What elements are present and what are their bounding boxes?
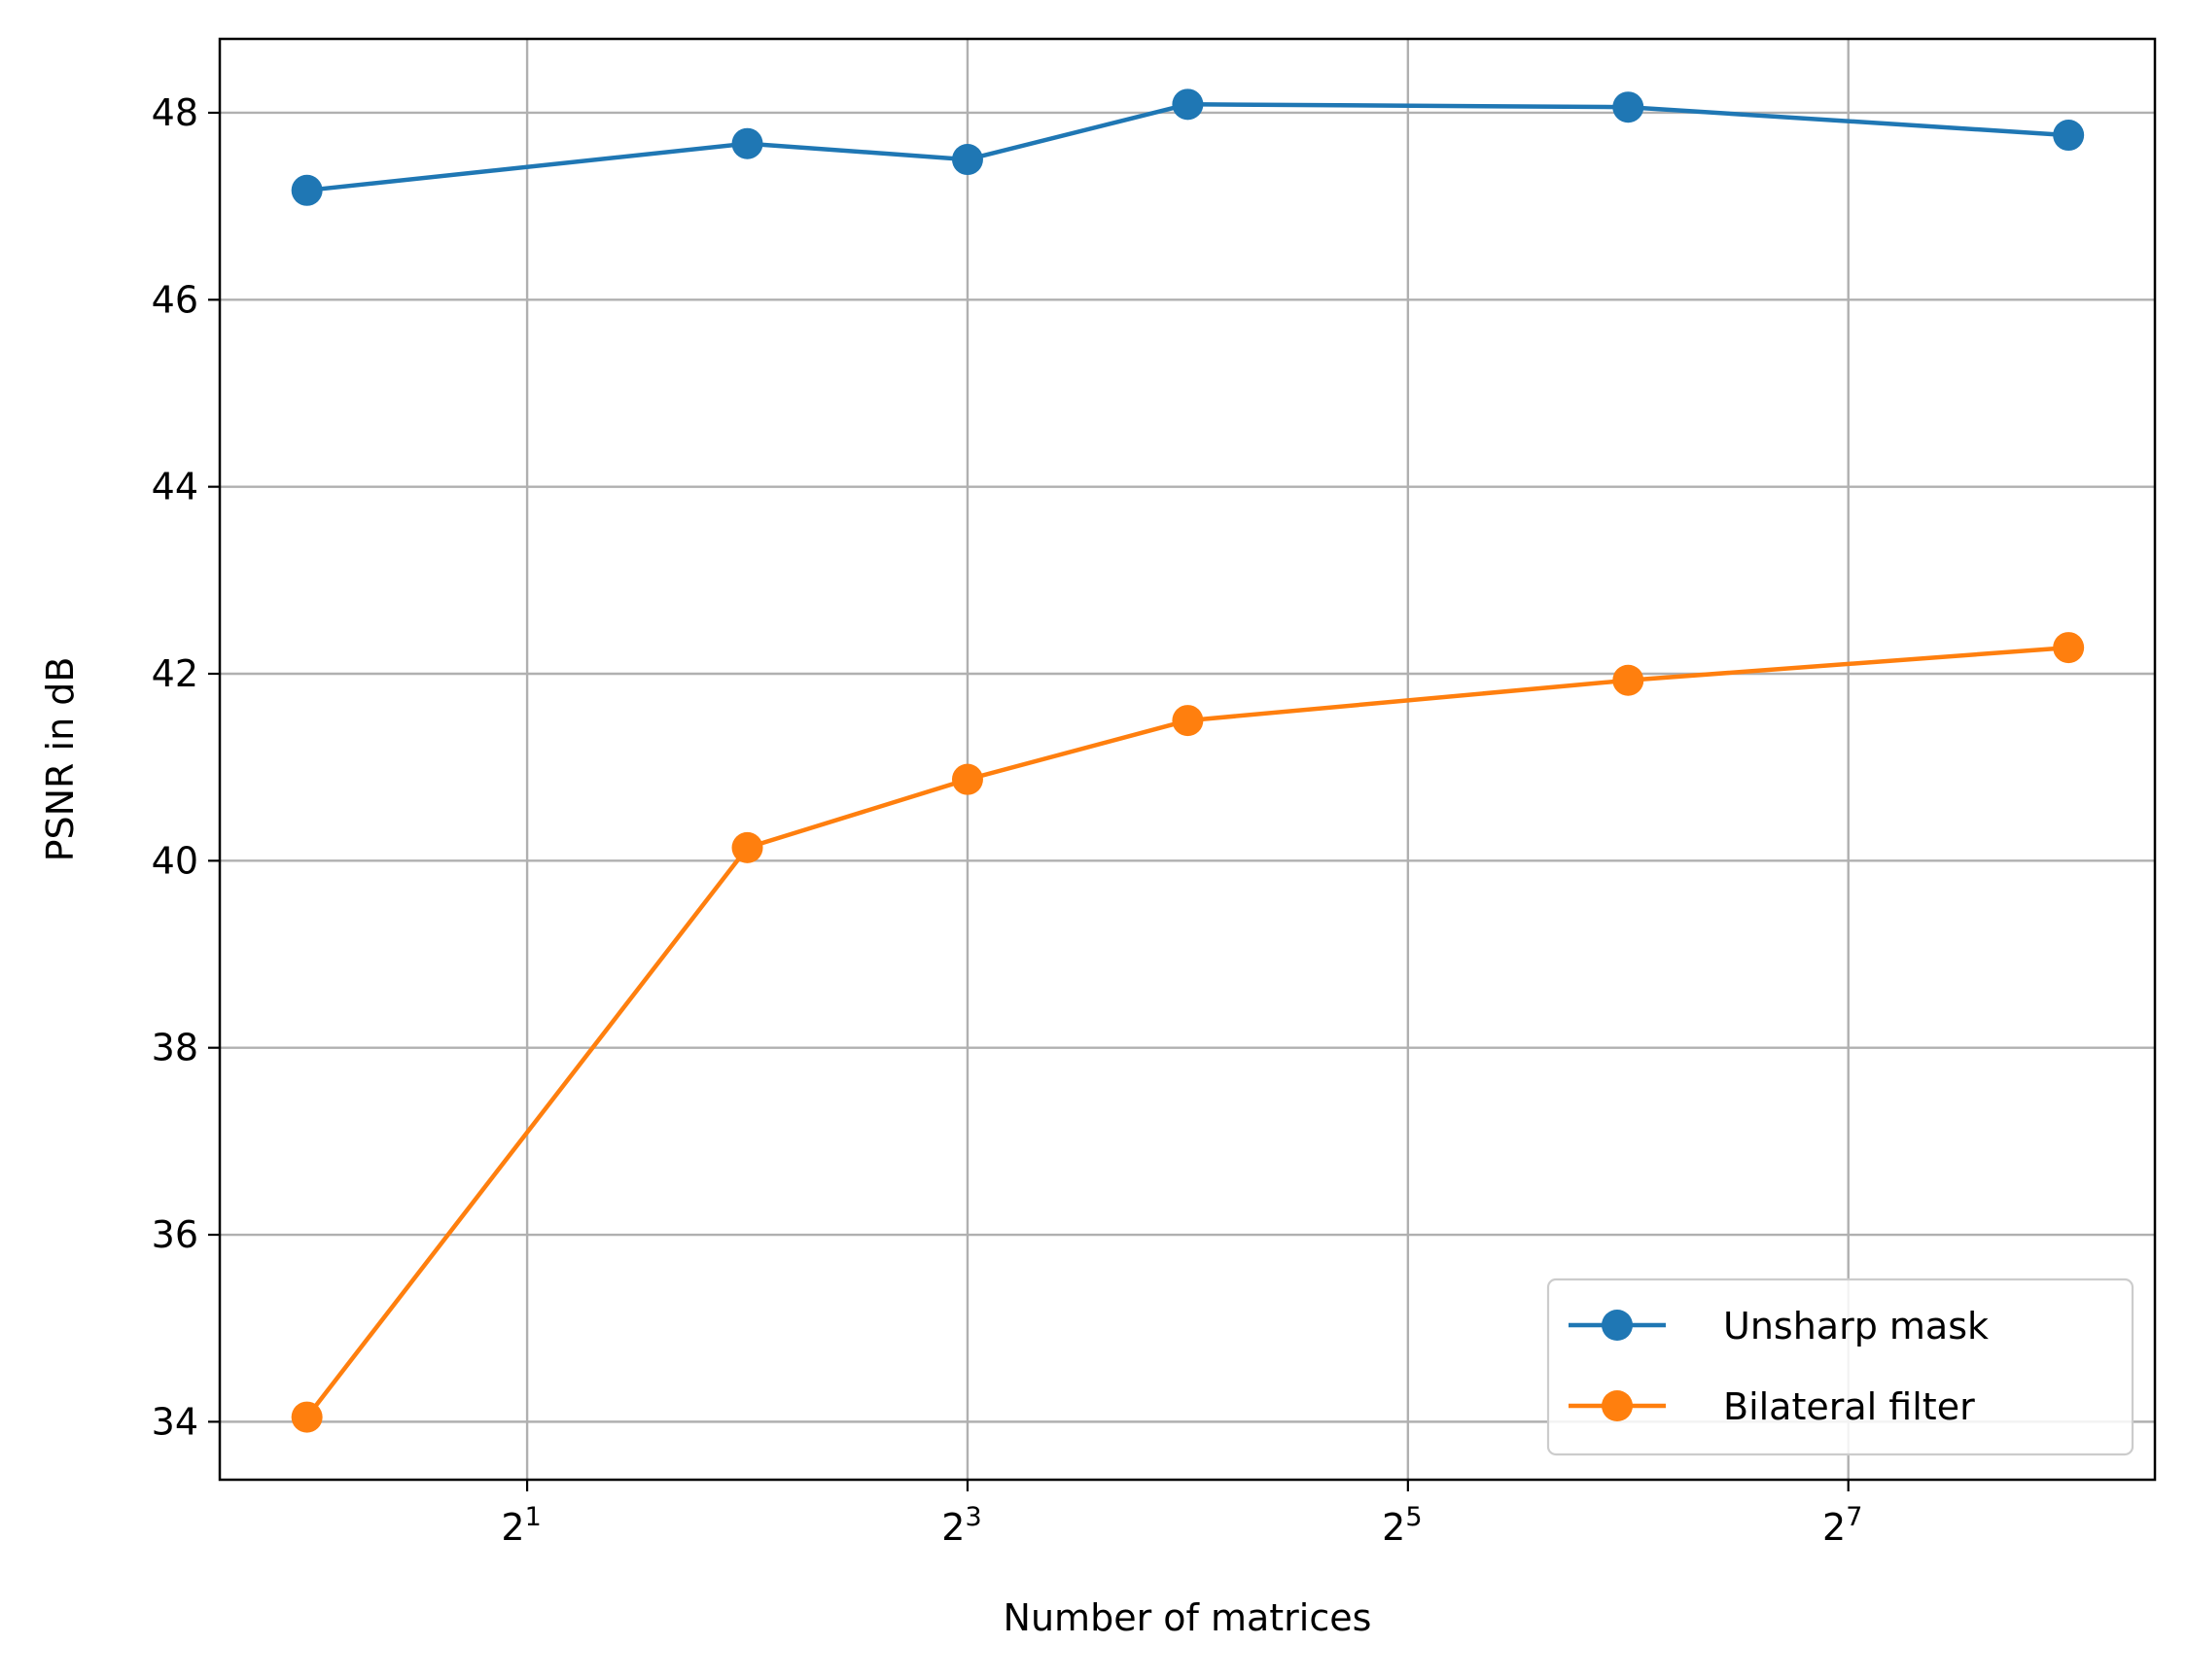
series-point-0 <box>1172 88 1204 121</box>
series-point-1 <box>291 1401 323 1433</box>
y-axis-ticks: 34 36 38 40 42 44 46 48 <box>152 91 220 1443</box>
grid <box>220 39 2155 1480</box>
x-axis-ticks: 21 23 25 27 <box>501 1480 1862 1549</box>
y-axis-label: PSNR in dB <box>39 657 82 862</box>
series-point-1 <box>1612 664 1644 696</box>
y-tick-label: 38 <box>152 1027 198 1069</box>
y-tick-label: 48 <box>152 91 198 134</box>
legend-box <box>1546 1278 2134 1456</box>
plot-area <box>220 39 2155 1480</box>
y-tick-label: 36 <box>152 1213 198 1256</box>
y-tick-label: 42 <box>152 652 198 695</box>
series-layer <box>291 88 2085 1433</box>
legend-label: Bilateral filter <box>1723 1385 1975 1428</box>
x-tick-label: 21 <box>501 1502 541 1549</box>
series-line-0 <box>306 102 2069 193</box>
x-tick-label: 27 <box>1822 1502 1862 1549</box>
series-point-1 <box>1172 705 1204 737</box>
series-line-1 <box>304 645 2069 1418</box>
series-point-0 <box>951 144 983 176</box>
legend-marker <box>1602 1310 1633 1341</box>
series-point-1 <box>731 831 763 863</box>
legend-label: Unsharp mask <box>1723 1305 1989 1348</box>
series-point-1 <box>951 763 983 795</box>
y-tick-label: 44 <box>152 466 198 508</box>
series-point-0 <box>1612 91 1644 123</box>
series-point-0 <box>2053 120 2085 152</box>
series-point-1 <box>2053 632 2085 664</box>
x-axis-label: Number of matrices <box>1004 1596 1372 1639</box>
x-tick-label: 25 <box>1382 1502 1422 1549</box>
x-tick-label: 23 <box>941 1502 981 1549</box>
legend-marker <box>1602 1390 1633 1421</box>
y-tick-label: 34 <box>152 1400 198 1443</box>
legend: Unsharp mask Bilateral filter <box>1546 1278 2134 1456</box>
series-point-0 <box>291 174 323 206</box>
series-point-0 <box>731 127 763 159</box>
plot-frame <box>218 37 2157 1482</box>
y-tick-label: 46 <box>152 278 198 321</box>
y-tick-label: 40 <box>152 839 198 882</box>
